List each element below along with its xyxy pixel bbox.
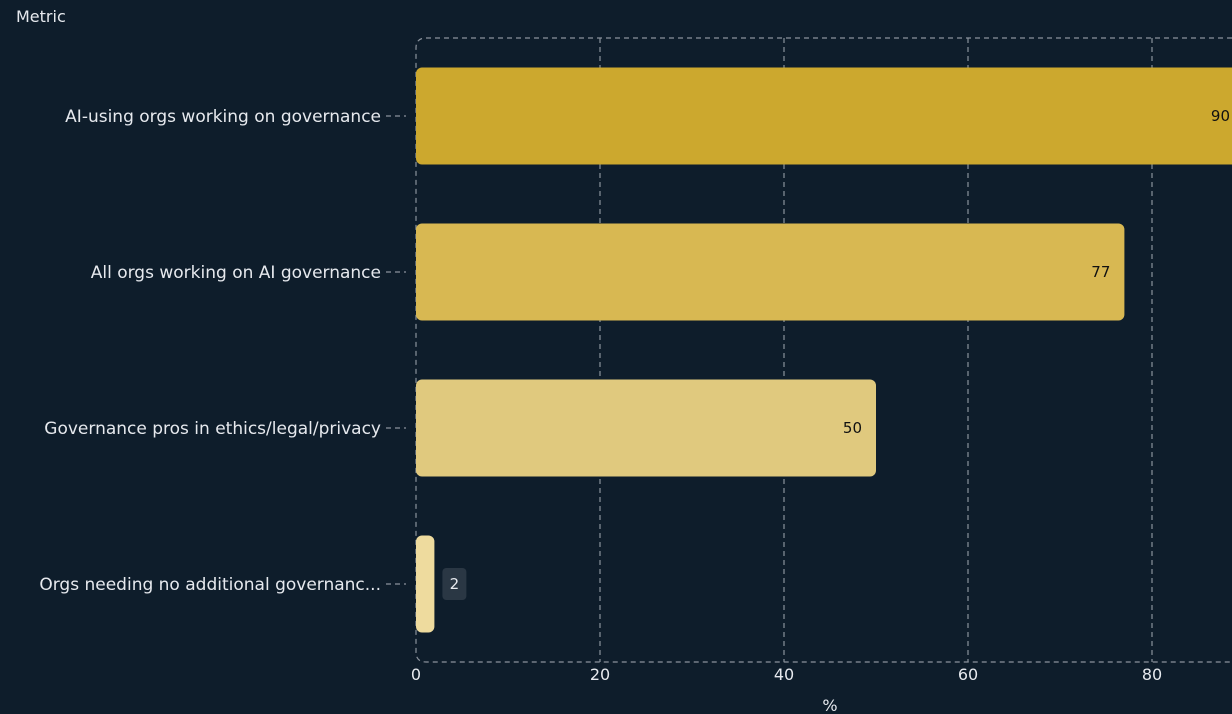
x-tick-labels: 0 20 40 60 80 [411, 665, 1162, 684]
data-label: 77 [1091, 263, 1110, 281]
x-axis-title: % [822, 696, 837, 714]
category-label: All orgs working on AI governance [91, 263, 381, 283]
bar[interactable] [416, 535, 435, 633]
x-tick-label: 0 [411, 665, 421, 684]
bar[interactable] [416, 223, 1125, 321]
data-label-badge [442, 568, 467, 600]
bar[interactable] [416, 67, 1232, 165]
plot-frame [415, 37, 1232, 663]
x-tick-label: 20 [590, 665, 610, 684]
category-label: Orgs needing no additional governanc... [39, 575, 381, 595]
bars-layer: 90 77 50 2 [416, 67, 1232, 633]
x-tick-label: 60 [958, 665, 978, 684]
bar[interactable] [416, 379, 876, 477]
data-label: 90 [1211, 107, 1230, 125]
category-labels: AI-using orgs working on governance All o… [39, 107, 381, 595]
data-label: 50 [843, 419, 862, 437]
category-label: AI-using orgs working on governance [65, 107, 381, 127]
y-axis-title: Metric [16, 7, 66, 26]
category-label: Governance pros in ethics/legal/privacy [44, 419, 381, 439]
x-tick-label: 80 [1142, 665, 1162, 684]
data-label: 2 [450, 575, 460, 593]
x-tick-label: 40 [774, 665, 794, 684]
